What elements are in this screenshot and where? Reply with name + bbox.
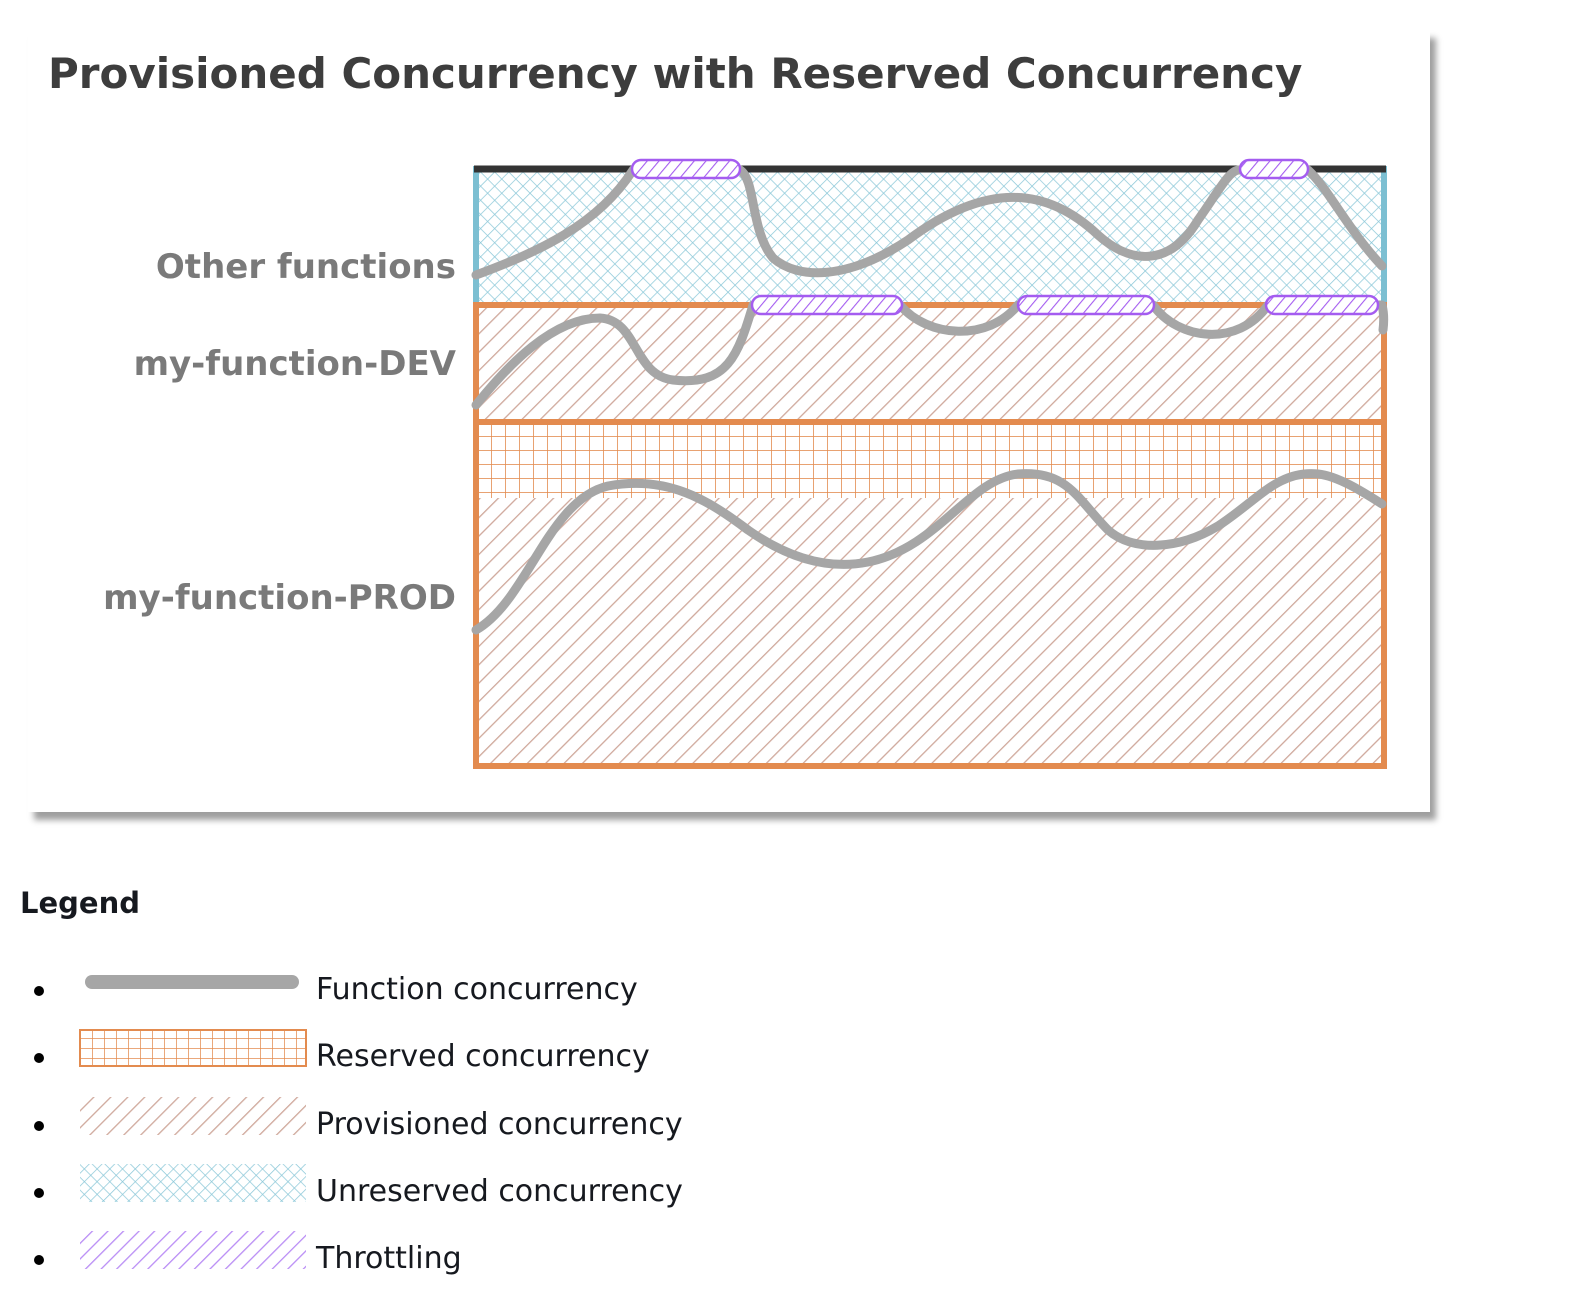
legend-label: Unreserved concurrency — [316, 1174, 683, 1209]
function-concurrency-line-icon — [85, 975, 299, 989]
legend-label: Provisioned concurrency — [316, 1107, 683, 1142]
bullet-icon — [34, 986, 44, 996]
throttling-marker-dev-2 — [1016, 294, 1156, 316]
legend-label: Throttling — [316, 1241, 462, 1276]
throttling-marker-dev-3 — [1264, 294, 1380, 316]
prod-provisioned-region — [476, 498, 1384, 766]
diagram-card: Provisioned Concurrency with Reserved Co… — [28, 30, 1430, 812]
unreserved-region-pattern — [476, 170, 1384, 305]
legend-item-throttling: Throttling — [0, 1231, 720, 1281]
throttling-marker-other-1 — [630, 158, 742, 180]
bullet-icon — [34, 1188, 44, 1198]
row-label-my-function-dev: my-function-DEV — [134, 344, 457, 384]
reserved-grid-pattern-icon — [79, 1029, 307, 1067]
legend-heading: Legend — [20, 886, 140, 920]
bullet-icon — [34, 1053, 44, 1063]
throttling-marker-dev-1 — [750, 294, 904, 316]
bullet-icon — [34, 1255, 44, 1265]
legend-item-reserved-concurrency: Reserved concurrency — [0, 1029, 720, 1079]
bullet-icon — [34, 1121, 44, 1131]
unreserved-crosshatch-pattern-icon — [80, 1164, 306, 1202]
diagram-title: Provisioned Concurrency with Reserved Co… — [48, 49, 1302, 98]
row-label-my-function-prod: my-function-PROD — [103, 578, 456, 618]
throttling-hatch-pattern-icon — [80, 1231, 306, 1269]
prod-concurrency-line — [471, 469, 1387, 635]
legend-label: Function concurrency — [316, 972, 638, 1007]
throttling-marker-other-2 — [1238, 158, 1310, 180]
row-label-other-functions: Other functions — [156, 247, 456, 287]
legend-label: Reserved concurrency — [316, 1039, 650, 1074]
legend-item-unreserved-concurrency: Unreserved concurrency — [0, 1164, 720, 1214]
provisioned-hatch-pattern-icon — [80, 1097, 306, 1135]
prod-reserved-border — [473, 419, 1387, 769]
legend-item-provisioned-concurrency: Provisioned concurrency — [0, 1097, 720, 1147]
legend-item-function-concurrency: Function concurrency — [0, 968, 720, 1012]
concurrency-diagram: Provisioned Concurrency with Reserved Co… — [48, 49, 1389, 769]
